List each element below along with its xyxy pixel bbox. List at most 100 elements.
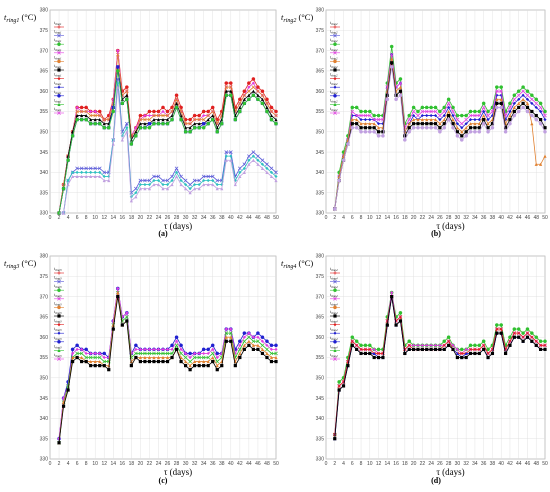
data-point <box>224 85 229 89</box>
data-point <box>438 343 442 347</box>
data-point <box>211 182 215 187</box>
legend-label: tring2 <box>330 107 338 112</box>
data-point <box>242 347 246 351</box>
data-point <box>71 170 75 174</box>
data-point <box>538 343 543 348</box>
data-point <box>459 121 464 126</box>
x-tick-label: 46 <box>525 215 531 221</box>
data-point <box>455 347 459 351</box>
legend-label: tring4 <box>330 327 338 332</box>
x-tick-label: 50 <box>542 215 548 221</box>
x-tick-label: 8 <box>360 215 363 221</box>
x-tick-label: 4 <box>67 461 70 467</box>
legend-label: tring3 <box>54 276 62 281</box>
data-point <box>224 339 228 343</box>
y-tick-label: 375 <box>316 28 325 34</box>
data-point <box>120 138 124 142</box>
data-point <box>238 339 242 344</box>
data-point <box>206 359 210 364</box>
data-point <box>455 134 460 138</box>
data-point <box>152 121 156 126</box>
legend-label: tring2 <box>330 73 338 78</box>
data-point <box>134 343 138 348</box>
data-point <box>337 388 341 392</box>
data-point <box>341 158 346 163</box>
data-point <box>274 113 278 118</box>
data-point <box>84 109 89 114</box>
data-point <box>165 355 170 360</box>
data-point <box>372 126 376 130</box>
legend-swatch-marker <box>57 348 61 352</box>
data-point <box>93 118 97 122</box>
data-point <box>477 122 481 126</box>
data-point <box>161 187 165 191</box>
data-point <box>516 89 521 93</box>
data-point <box>538 105 543 110</box>
data-point <box>102 122 106 126</box>
data-point <box>429 343 433 347</box>
x-tick-label: 50 <box>542 461 548 467</box>
legend-swatch-marker <box>333 331 337 335</box>
data-point <box>84 359 88 364</box>
data-point <box>468 351 473 356</box>
y-tick-label: 360 <box>40 335 49 341</box>
data-point <box>477 343 482 348</box>
data-point <box>179 343 183 348</box>
data-point <box>534 105 538 110</box>
data-point <box>481 105 486 110</box>
data-point <box>260 347 265 351</box>
x-tick-label: 12 <box>376 215 382 221</box>
data-point <box>446 339 451 344</box>
data-point <box>447 343 451 347</box>
data-point <box>486 347 490 352</box>
data-point <box>98 351 102 356</box>
data-point <box>350 335 355 340</box>
data-point <box>468 126 473 130</box>
data-point <box>210 174 215 179</box>
data-point <box>156 359 161 364</box>
x-tick-label: 42 <box>237 461 243 467</box>
data-point <box>161 182 165 187</box>
series-6 <box>57 69 278 215</box>
data-point <box>238 351 242 356</box>
data-point <box>89 170 93 174</box>
data-point <box>98 364 102 368</box>
series-5 <box>57 295 278 445</box>
data-point <box>354 339 359 344</box>
x-tick-label: 4 <box>342 215 345 221</box>
data-point <box>93 166 98 171</box>
data-point <box>210 351 215 356</box>
data-point <box>265 97 269 102</box>
chart-panel-2: 0 2 4 6 8 10 12 14 16 18 20 22 24 26 28 30 32 34 36 38 40 42 4… <box>281 8 548 238</box>
legend-label: tring4 <box>330 310 338 315</box>
data-point <box>88 121 93 126</box>
data-point <box>543 118 547 122</box>
data-point <box>211 359 215 364</box>
data-point <box>251 339 256 344</box>
x-axis-label: τ (days) <box>164 467 192 477</box>
data-point <box>170 347 174 351</box>
data-point <box>274 355 278 360</box>
legend-swatch-marker <box>333 323 337 327</box>
data-point <box>464 126 468 130</box>
data-point <box>179 351 183 356</box>
data-point <box>116 49 120 53</box>
legend-label: tring4 <box>330 353 338 358</box>
data-point <box>274 174 278 179</box>
data-point <box>367 129 372 134</box>
data-point <box>147 187 152 191</box>
legend-swatch-marker <box>57 339 61 344</box>
panel-label: (b) <box>431 229 441 238</box>
legend-swatch-marker <box>57 85 61 89</box>
data-point <box>229 335 233 339</box>
data-point <box>188 117 192 122</box>
x-tick-label: 0 <box>49 215 52 221</box>
x-tick-label: 46 <box>525 461 531 467</box>
data-point <box>398 93 403 98</box>
data-point <box>124 315 129 319</box>
data-point <box>508 109 512 114</box>
data-point <box>201 355 206 360</box>
data-point <box>138 122 142 126</box>
data-point <box>350 113 354 118</box>
data-point <box>543 343 547 348</box>
